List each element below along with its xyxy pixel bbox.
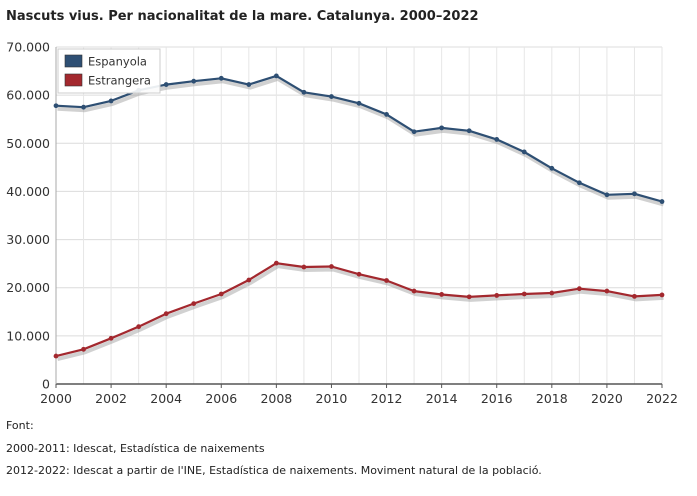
data-point-estrangera	[191, 301, 197, 307]
data-point-espanyola	[329, 94, 334, 99]
y-tick-label: 70.000	[6, 40, 50, 55]
y-tick-label: 60.000	[6, 88, 50, 103]
y-tick-label: 30.000	[6, 232, 50, 247]
grid-lines	[56, 46, 663, 384]
y-tick-label: 50.000	[6, 136, 50, 151]
x-tick-label: 2018	[536, 391, 568, 406]
legend-label-espanyola: Espanyola	[88, 55, 147, 69]
data-point-estrangera	[521, 291, 527, 297]
data-point-espanyola	[163, 82, 169, 87]
data-point-espanyola	[411, 129, 417, 135]
data-point-espanyola	[549, 165, 555, 171]
x-tick-label: 2000	[40, 391, 72, 406]
data-point-estrangera	[411, 288, 417, 294]
data-point-estrangera	[576, 286, 582, 292]
source-line-1: 2000-2011: Idescat, Estadística de naixe…	[6, 442, 265, 455]
x-tick-label: 2014	[426, 391, 458, 406]
x-tick-label: 2022	[646, 391, 678, 406]
legend-swatch-estrangera	[64, 73, 83, 87]
axes: 0 10.000 20.000 30.000 40.000 50.000 60.000 70.…	[6, 40, 678, 407]
data-point-espanyola	[356, 100, 362, 106]
x-tick-label: 2006	[205, 391, 237, 406]
series-shadow-estrangera	[57, 264, 664, 362]
series-shadow-espanyola	[57, 76, 665, 207]
x-tick-label: 2020	[591, 391, 623, 406]
data-point-estrangera	[136, 324, 142, 330]
data-point-espanyola	[191, 78, 197, 84]
y-tick-label: 20.000	[6, 280, 50, 295]
x-tick-label: 2004	[150, 391, 182, 406]
y-tick-label: 10.000	[6, 328, 50, 343]
data-point-espanyola	[494, 137, 500, 142]
data-point-espanyola	[521, 149, 527, 155]
data-point-espanyola	[632, 191, 637, 197]
data-point-estrangera	[356, 271, 362, 277]
data-point-estrangera	[301, 264, 307, 270]
data-point-estrangera	[108, 335, 114, 341]
data-point-estrangera	[659, 292, 665, 298]
data-point-espanyola	[273, 73, 279, 79]
x-tick-label: 2016	[481, 391, 513, 406]
data-point-espanyola	[576, 180, 582, 186]
data-point-estrangera	[494, 293, 500, 298]
data-point-estrangera	[218, 291, 224, 297]
data-point-estrangera	[246, 277, 252, 283]
x-tick-label: 2002	[95, 391, 127, 406]
data-point-estrangera	[273, 260, 279, 266]
legend-label-estrangera: Estrangera	[88, 74, 151, 88]
data-point-espanyola	[81, 104, 86, 110]
legend-swatch-espanyola	[64, 54, 83, 68]
y-tick-label: 0	[42, 377, 50, 392]
data-point-espanyola	[53, 103, 59, 109]
data-point-estrangera	[549, 290, 555, 296]
data-point-espanyola	[439, 125, 445, 131]
data-point-estrangera	[439, 292, 445, 297]
data-point-estrangera	[384, 278, 389, 283]
x-tick-label: 2010	[316, 391, 348, 406]
data-point-estrangera	[329, 264, 334, 269]
chart-title: Nascuts vius. Per nacionalitat de la mar…	[6, 9, 479, 24]
source-line-2: 2012-2022: Idescat a partir de l'INE, Es…	[6, 464, 542, 477]
data-point-estrangera	[632, 293, 637, 299]
data-point-estrangera	[163, 311, 169, 317]
data-point-estrangera	[466, 294, 472, 300]
data-point-espanyola	[301, 89, 307, 95]
data-point-espanyola	[604, 192, 610, 198]
data-point-espanyola	[659, 199, 665, 204]
x-tick-label: 2008	[260, 391, 292, 406]
data-point-espanyola	[384, 112, 389, 117]
data-point-espanyola	[246, 82, 252, 87]
y-tick-label: 40.000	[6, 184, 50, 199]
data-point-estrangera	[604, 288, 610, 294]
x-tick-label: 2012	[371, 391, 403, 406]
data-point-espanyola	[466, 128, 472, 134]
data-point-espanyola	[218, 75, 224, 81]
data-point-espanyola	[108, 98, 114, 104]
legend: Espanyola Estrangera	[57, 48, 161, 94]
data-point-estrangera	[53, 353, 59, 359]
data-point-estrangera	[81, 346, 86, 352]
source-label: Font:	[6, 419, 34, 432]
